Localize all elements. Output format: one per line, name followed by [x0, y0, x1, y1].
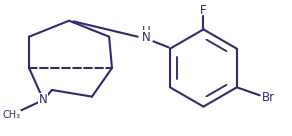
Text: Br: Br	[262, 91, 275, 104]
Text: CH₃: CH₃	[3, 110, 21, 120]
Text: N: N	[142, 31, 151, 44]
Text: F: F	[200, 4, 207, 17]
Text: H: H	[142, 25, 151, 38]
Text: N: N	[39, 93, 48, 106]
